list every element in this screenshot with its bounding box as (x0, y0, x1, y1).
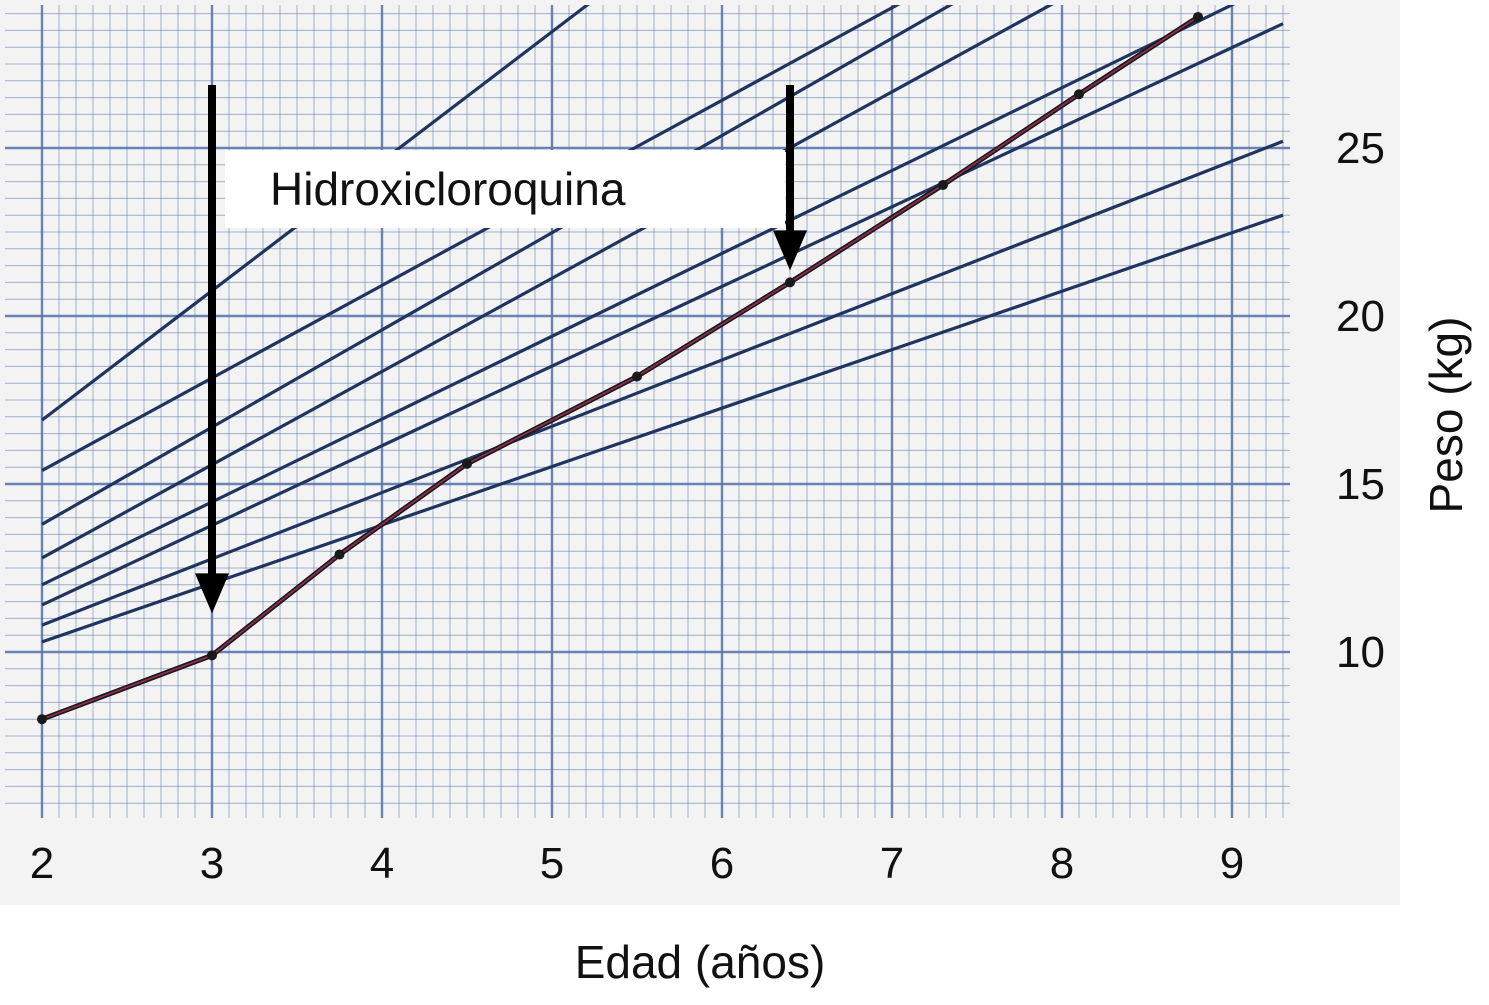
x-tick-label: 4 (370, 839, 394, 888)
x-tick-label: 3 (200, 839, 224, 888)
reference-curve-1 (41, 213, 1284, 644)
x-tick-label: 8 (1050, 839, 1074, 888)
x-tick-label: 2 (30, 839, 54, 888)
x-tick-label: 9 (1220, 839, 1244, 888)
x-tick-label: 7 (880, 839, 904, 888)
y-tick-label: 15 (1336, 460, 1385, 509)
reference-curve-5 (41, 5, 1054, 560)
x-axis-ticks: 2 3 4 5 6 7 8 9 (30, 839, 1244, 888)
reference-curve-4 (41, 5, 1236, 587)
reference-curve-2 (41, 139, 1284, 627)
patient-point (1074, 89, 1084, 100)
patient-point (938, 179, 948, 190)
x-axis-title: Edad (años) (575, 936, 826, 988)
y-tick-label: 20 (1336, 292, 1385, 341)
x-tick-label: 6 (710, 839, 734, 888)
patient-point (1193, 11, 1203, 22)
y-axis-title: Peso (kg) (1420, 317, 1472, 514)
annotation-arrows (195, 85, 807, 614)
x-tick-label: 5 (540, 839, 564, 888)
patient-point (207, 650, 217, 661)
arrow-head (773, 230, 807, 271)
patient-point (334, 549, 345, 560)
y-tick-label: 10 (1336, 628, 1385, 677)
y-tick-label: 25 (1336, 124, 1385, 173)
annotation-box (225, 150, 785, 228)
patient-growth-series (37, 11, 1203, 725)
patient-point (462, 458, 472, 469)
patient-point (37, 714, 47, 725)
annotation-label: Hidroxicloroquina (270, 163, 626, 215)
reference-curve-6 (41, 5, 954, 526)
reference-curve-3 (41, 22, 1284, 607)
grid-minor (5, 5, 1290, 818)
y-axis-ticks: 10 15 20 25 (1336, 124, 1385, 677)
patient-point (785, 277, 795, 288)
arrow-head (195, 573, 229, 614)
patient-point (632, 371, 642, 382)
